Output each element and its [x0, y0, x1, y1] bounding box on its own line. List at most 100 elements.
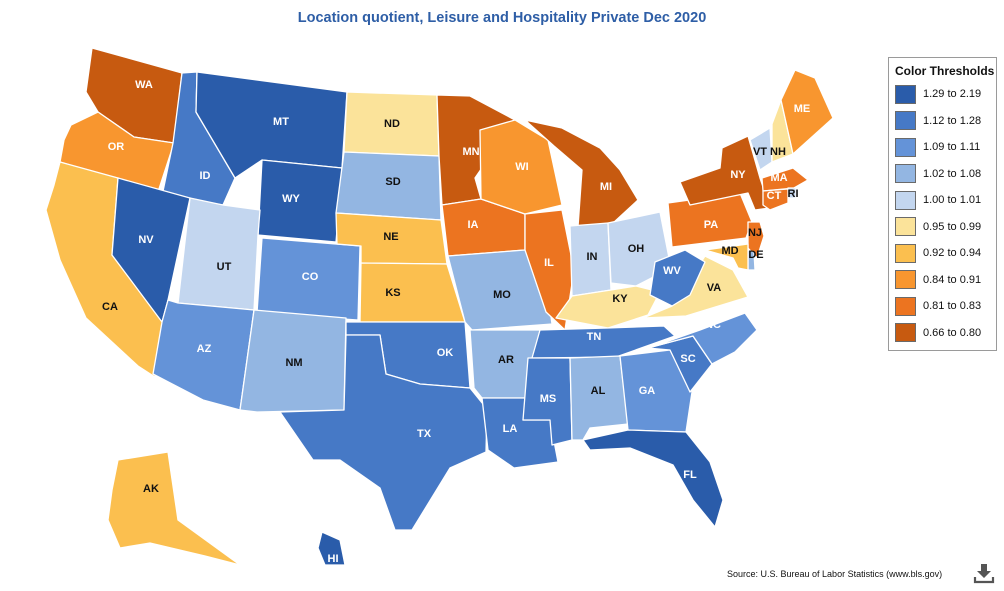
- state-label-vt: VT: [753, 146, 767, 158]
- state-label-ak: AK: [143, 483, 159, 495]
- state-label-sd: SD: [385, 176, 400, 188]
- state-label-mn: MN: [462, 146, 479, 158]
- state-ak[interactable]: [107, 451, 241, 566]
- state-label-ct: CT: [767, 190, 782, 202]
- legend-label: 0.66 to 0.80: [923, 326, 982, 339]
- source-note: Source: U.S. Bureau of Labor Statistics …: [727, 569, 943, 579]
- state-az[interactable]: [152, 299, 255, 411]
- state-tx[interactable]: [279, 334, 488, 531]
- state-label-nm: NM: [285, 357, 302, 369]
- state-label-sc: SC: [680, 353, 695, 365]
- state-label-nj: NJ: [748, 227, 762, 239]
- state-label-oh: OH: [628, 243, 645, 255]
- legend-label: 0.92 to 0.94: [923, 247, 982, 259]
- state-label-hi: HI: [328, 553, 339, 565]
- legend-item: 1.00 to 1.01: [895, 190, 981, 210]
- state-label-az: AZ: [197, 343, 212, 355]
- state-label-ar: AR: [498, 354, 514, 366]
- state-label-id: ID: [200, 170, 211, 182]
- state-label-wy: WY: [282, 193, 300, 205]
- state-label-co: CO: [302, 271, 319, 283]
- state-mn[interactable]: [436, 94, 516, 206]
- legend-item: 1.09 to 1.11: [895, 137, 980, 157]
- state-al[interactable]: [569, 355, 629, 441]
- state-label-md: MD: [721, 245, 738, 257]
- legend-swatch: [895, 137, 916, 157]
- state-label-wi: WI: [515, 161, 528, 173]
- legend-item: 1.29 to 2.19: [895, 84, 981, 104]
- state-label-nc: NC: [705, 319, 721, 331]
- state-label-ga: GA: [639, 385, 656, 397]
- map-title: Location quotient, Leisure and Hospitali…: [297, 10, 707, 26]
- state-or[interactable]: [59, 111, 175, 193]
- legend-item: 0.81 to 0.83: [895, 296, 981, 316]
- legend-swatch: [895, 164, 916, 183]
- state-label-la: LA: [503, 423, 518, 435]
- legend-label: 1.00 to 1.01: [923, 194, 982, 206]
- state-fl[interactable]: [582, 429, 724, 528]
- state-label-in: IN: [587, 251, 598, 263]
- state-label-tn: TN: [587, 331, 602, 343]
- state-hi[interactable]: [317, 531, 346, 566]
- state-label-nh: NH: [770, 146, 786, 158]
- legend-label: 1.02 to 1.08: [923, 167, 982, 180]
- legend-item: 0.84 to 0.91: [895, 270, 981, 290]
- state-mi[interactable]: [524, 119, 639, 228]
- state-nc[interactable]: [647, 312, 758, 365]
- state-wv[interactable]: [649, 249, 706, 307]
- state-ma[interactable]: [761, 167, 809, 192]
- state-label-ca: CA: [102, 301, 118, 313]
- color-thresholds-legend: Color Thresholds 1.29 to 2.19 1.12 to 1.2…: [888, 57, 997, 351]
- legend-label: 1.09 to 1.11: [923, 141, 981, 153]
- state-wy[interactable]: [257, 159, 343, 243]
- state-label-mi: MI: [600, 181, 612, 193]
- state-ks[interactable]: [359, 262, 466, 323]
- state-label-ks: KS: [385, 287, 400, 299]
- legend-item: 0.95 to 0.99: [895, 217, 981, 237]
- legend-title: Color Thresholds: [895, 64, 995, 78]
- legend-swatch: [895, 217, 916, 236]
- state-label-ms: MS: [540, 393, 557, 405]
- state-label-mo: MO: [493, 289, 511, 301]
- state-label-pa: PA: [704, 219, 719, 231]
- state-label-wv: WV: [663, 265, 681, 277]
- state-label-ma: MA: [770, 172, 787, 184]
- legend-label: 0.81 to 0.83: [923, 300, 982, 312]
- legend-swatch: [895, 270, 916, 289]
- legend-label: 0.95 to 0.99: [923, 220, 982, 233]
- state-label-ne: NE: [383, 231, 398, 243]
- download-icon[interactable]: [972, 562, 996, 584]
- state-label-ut: UT: [217, 261, 232, 273]
- state-label-fl: FL: [683, 469, 697, 481]
- state-ct[interactable]: [762, 188, 789, 211]
- legend-swatch: [895, 84, 916, 104]
- state-label-nd: ND: [384, 118, 400, 130]
- state-ut[interactable]: [177, 197, 261, 311]
- state-label-wa: WA: [135, 79, 153, 91]
- state-me[interactable]: [780, 69, 834, 155]
- state-label-ia: IA: [468, 219, 479, 231]
- state-label-de: DE: [748, 249, 763, 261]
- state-md[interactable]: [704, 243, 749, 271]
- legend-swatch: [895, 243, 916, 263]
- state-label-or: OR: [108, 141, 125, 153]
- legend-swatch: [895, 190, 916, 210]
- legend-swatch: [895, 323, 916, 342]
- legend-swatch: [895, 111, 916, 130]
- legend-item: 1.02 to 1.08: [895, 164, 981, 184]
- state-co[interactable]: [256, 237, 361, 321]
- state-label-ok: OK: [437, 347, 454, 359]
- state-ga[interactable]: [619, 349, 693, 433]
- legend-item: 1.12 to 1.28: [895, 111, 981, 131]
- state-label-me: ME: [794, 103, 811, 115]
- state-ky[interactable]: [555, 285, 661, 329]
- state-label-va: VA: [707, 282, 722, 294]
- state-label-nv: NV: [138, 234, 154, 246]
- state-label-il: IL: [544, 257, 554, 269]
- state-label-ky: KY: [612, 293, 628, 305]
- legend-label: 1.29 to 2.19: [923, 88, 982, 100]
- legend-item: 0.92 to 0.94: [895, 243, 981, 263]
- state-label-ny: NY: [730, 169, 746, 181]
- state-wi[interactable]: [479, 119, 563, 215]
